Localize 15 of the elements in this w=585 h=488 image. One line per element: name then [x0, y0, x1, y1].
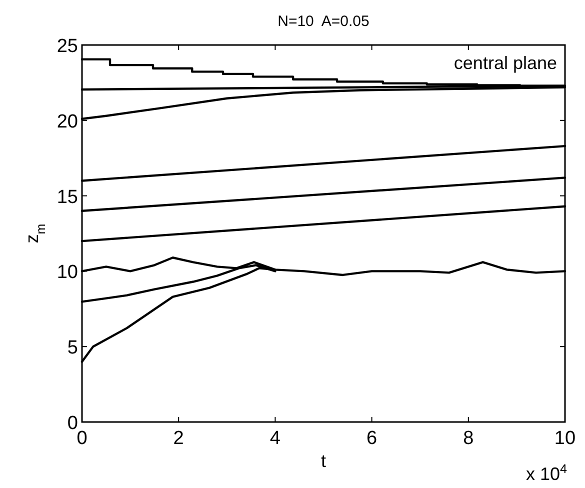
y-tick-label: 10 — [56, 262, 78, 284]
y-tick-label: 15 — [56, 186, 78, 208]
annotation: central plane — [454, 53, 557, 73]
y-tick-label: 5 — [67, 338, 78, 359]
y-tick-label: 25 — [56, 36, 78, 57]
text: x 10$^{4}$ — [526, 462, 567, 484]
x-tick-label: 2 — [173, 428, 184, 449]
x-tick-label: 6 — [366, 428, 378, 449]
x-tick-label: 4 — [270, 428, 281, 449]
x-tick-label: 10 — [554, 428, 576, 449]
y-tick-label: 20 — [56, 111, 78, 132]
y-tick-label: 0 — [67, 413, 78, 434]
x-tick-label: 8 — [463, 428, 474, 449]
chart-title: N=10 A=0.05 — [278, 13, 370, 30]
x-axis-title: t — [320, 451, 326, 471]
